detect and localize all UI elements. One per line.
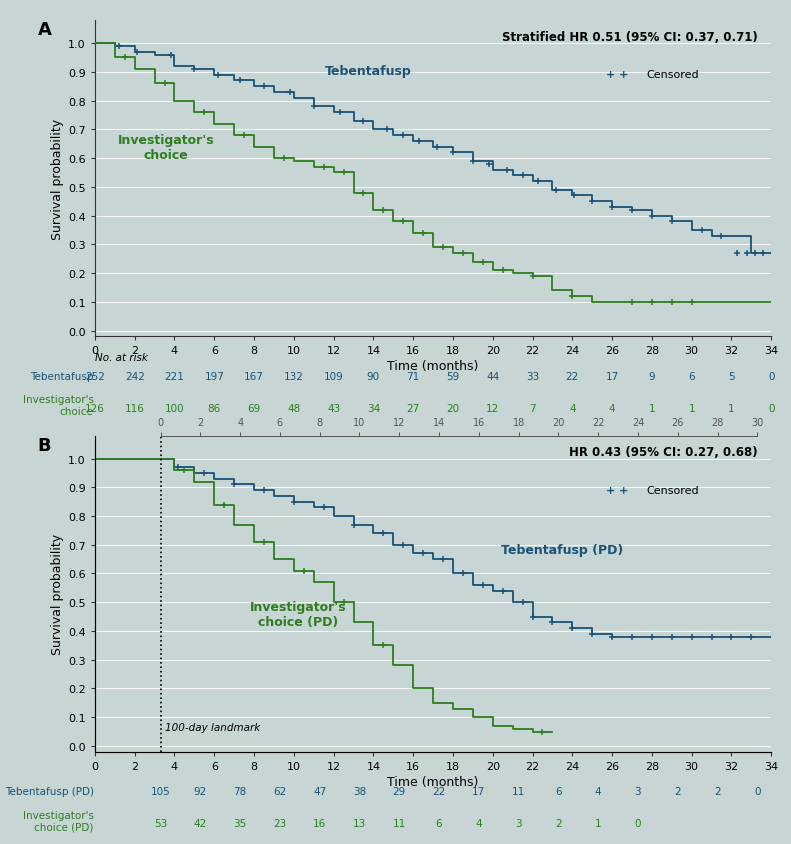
Text: 100-day landmark: 100-day landmark xyxy=(165,722,259,732)
Text: Tebentafusp (PD): Tebentafusp (PD) xyxy=(501,543,623,556)
Text: 4: 4 xyxy=(609,403,615,414)
Text: Investigator's
choice (PD): Investigator's choice (PD) xyxy=(249,600,346,629)
Text: 4: 4 xyxy=(595,787,601,796)
Text: B: B xyxy=(37,436,51,454)
Text: 132: 132 xyxy=(284,371,304,381)
Text: 242: 242 xyxy=(125,371,145,381)
Text: 92: 92 xyxy=(194,787,207,796)
Text: 53: 53 xyxy=(154,819,167,829)
Text: 0: 0 xyxy=(754,787,761,796)
Text: Investigator's
choice: Investigator's choice xyxy=(23,395,93,416)
Text: 34: 34 xyxy=(367,403,380,414)
Text: 0: 0 xyxy=(768,371,774,381)
Text: 4: 4 xyxy=(569,403,576,414)
Text: Tebentafusp (PD): Tebentafusp (PD) xyxy=(5,787,93,796)
Text: 22: 22 xyxy=(566,371,579,381)
Text: 35: 35 xyxy=(233,819,247,829)
Text: 100: 100 xyxy=(165,403,184,414)
Text: 69: 69 xyxy=(248,403,261,414)
Text: 3: 3 xyxy=(515,819,522,829)
Text: 109: 109 xyxy=(324,371,343,381)
Text: Investigator's
choice: Investigator's choice xyxy=(118,133,214,161)
Text: 6: 6 xyxy=(436,819,442,829)
Text: 11: 11 xyxy=(392,819,406,829)
Text: 252: 252 xyxy=(85,371,105,381)
Text: 105: 105 xyxy=(151,787,170,796)
Text: 16: 16 xyxy=(313,819,327,829)
Text: 23: 23 xyxy=(273,819,286,829)
Text: Tebentafusp: Tebentafusp xyxy=(325,65,411,78)
Text: 47: 47 xyxy=(313,787,327,796)
Text: 27: 27 xyxy=(407,403,420,414)
Text: 59: 59 xyxy=(446,371,460,381)
Text: 33: 33 xyxy=(526,371,539,381)
Text: 20: 20 xyxy=(446,403,460,414)
Text: HR 0.43 (95% CI: 0.27, 0.68): HR 0.43 (95% CI: 0.27, 0.68) xyxy=(569,446,758,458)
Text: 1: 1 xyxy=(649,403,655,414)
Text: Investigator's
choice (PD): Investigator's choice (PD) xyxy=(23,809,93,831)
Text: 38: 38 xyxy=(353,787,366,796)
Text: Censored: Censored xyxy=(646,485,698,495)
Text: 42: 42 xyxy=(194,819,207,829)
Text: Stratified HR 0.51 (95% CI: 0.37, 0.71): Stratified HR 0.51 (95% CI: 0.37, 0.71) xyxy=(502,30,758,44)
Text: 86: 86 xyxy=(208,403,221,414)
Text: 43: 43 xyxy=(327,403,340,414)
Text: 29: 29 xyxy=(392,787,406,796)
Text: 1: 1 xyxy=(729,403,735,414)
Text: 0: 0 xyxy=(768,403,774,414)
Text: 13: 13 xyxy=(353,819,366,829)
Text: 12: 12 xyxy=(486,403,499,414)
Text: + +: + + xyxy=(606,70,628,80)
Text: 4: 4 xyxy=(475,819,483,829)
Text: 62: 62 xyxy=(273,787,286,796)
Text: Tebentafusp: Tebentafusp xyxy=(30,371,93,381)
Text: 3: 3 xyxy=(634,787,642,796)
X-axis label: Time (months): Time (months) xyxy=(388,775,479,788)
Text: 197: 197 xyxy=(204,371,224,381)
X-axis label: Time (months): Time (months) xyxy=(388,360,479,373)
Text: 6: 6 xyxy=(688,371,695,381)
Text: 1: 1 xyxy=(688,403,695,414)
Text: 1: 1 xyxy=(595,819,601,829)
Text: 167: 167 xyxy=(244,371,264,381)
Text: 126: 126 xyxy=(85,403,105,414)
Text: 44: 44 xyxy=(486,371,499,381)
Text: 0: 0 xyxy=(634,819,642,829)
Text: 48: 48 xyxy=(287,403,301,414)
Text: + +: + + xyxy=(606,485,628,495)
Y-axis label: Survival probability: Survival probability xyxy=(51,118,64,240)
Y-axis label: Survival probability: Survival probability xyxy=(51,533,64,654)
Text: 17: 17 xyxy=(605,371,619,381)
Text: A: A xyxy=(37,21,51,39)
Text: 116: 116 xyxy=(125,403,145,414)
Text: No. at risk: No. at risk xyxy=(95,352,148,362)
Text: 22: 22 xyxy=(433,787,445,796)
Text: 78: 78 xyxy=(233,787,247,796)
Text: 90: 90 xyxy=(367,371,380,381)
Text: 6: 6 xyxy=(555,787,562,796)
Text: 7: 7 xyxy=(529,403,536,414)
Text: 2: 2 xyxy=(555,819,562,829)
Text: 9: 9 xyxy=(649,371,655,381)
Text: 221: 221 xyxy=(165,371,184,381)
Text: 71: 71 xyxy=(407,371,420,381)
Text: 11: 11 xyxy=(512,787,525,796)
Text: 2: 2 xyxy=(675,787,681,796)
Text: Censored: Censored xyxy=(646,70,698,80)
Text: 17: 17 xyxy=(472,787,486,796)
Text: 5: 5 xyxy=(729,371,735,381)
Text: 2: 2 xyxy=(714,787,721,796)
